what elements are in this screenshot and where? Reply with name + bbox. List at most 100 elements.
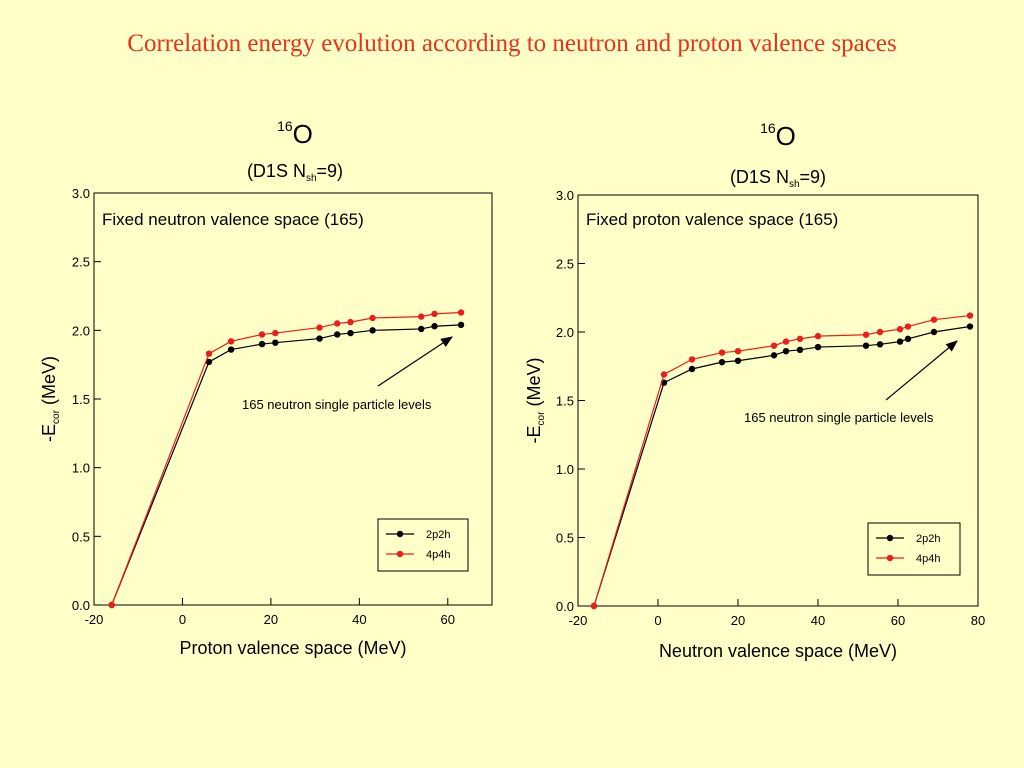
y-tick-label: 2.0 (556, 325, 574, 340)
data-point-4p4h (258, 331, 266, 338)
data-point-4p4h (227, 338, 235, 345)
arrow-label: 165 neutron single particle levels (242, 397, 432, 412)
data-point-4p4h (734, 347, 742, 355)
chart-left: 16O (D1S Nsh=9) 0.0 0.5 1.0 1.5 2.0 2.5 3.0 -20 0 2… (39, 118, 493, 658)
legend-marker (396, 530, 404, 538)
y-tick-label: 1.5 (556, 394, 574, 409)
data-point-2p2h (347, 329, 354, 337)
data-point-4p4h (876, 328, 884, 336)
legend-marker (396, 550, 404, 558)
x-axis-label: Proton valence space (MeV) (179, 638, 406, 658)
data-point-4p4h (457, 309, 465, 316)
arrow-label: 165 neutron single particle levels (744, 410, 934, 425)
data-point-2p2h (205, 358, 213, 366)
data-point-4p4h (718, 349, 726, 356)
data-point-2p2h (814, 343, 822, 351)
legend-marker (886, 534, 894, 542)
data-point-2p2h (718, 358, 726, 366)
data-point-2p2h (770, 352, 778, 359)
data-point-4p4h (431, 310, 438, 318)
data-point-2p2h (862, 342, 870, 349)
x-axis-label: Neutron valence space (MeV) (659, 641, 897, 661)
chart-right: 16O (D1S Nsh=9) 0.0 0.5 1.0 1.5 2.0 2.5 3.0 -20 0 2… (524, 120, 985, 661)
y-tick-label: 1.5 (72, 392, 90, 407)
x-tick-label: -20 (85, 612, 104, 627)
data-point-2p2h (966, 323, 974, 330)
x-tick-label: 20 (731, 613, 745, 628)
annotation-arrow (885, 340, 958, 401)
x-tick-label: 60 (441, 612, 455, 627)
y-tick-label: 1.0 (556, 462, 574, 477)
legend-box (867, 522, 961, 576)
data-point-2p2h (334, 331, 341, 338)
data-point-2p2h (272, 339, 279, 346)
y-tick-label: 0.5 (556, 531, 574, 546)
legend-label: 4p4h (426, 549, 450, 561)
data-point-4p4h (796, 335, 804, 343)
data-point-4p4h (770, 342, 778, 349)
x-tick-label: 60 (891, 613, 905, 628)
chart-subtitle: (D1S Nsh=9) (247, 161, 343, 184)
x-tick-label: 0 (654, 613, 661, 628)
data-point-4p4h (904, 323, 912, 330)
legend-box (377, 518, 469, 572)
y-tick-label: 2.0 (72, 323, 90, 338)
data-point-4p4h (590, 602, 598, 610)
x-tick-label: 80 (971, 613, 985, 628)
annotation-text: Fixed proton valence space (165) (586, 210, 838, 229)
data-point-4p4h (205, 350, 213, 357)
legend-marker (886, 554, 894, 562)
data-point-2p2h (316, 335, 323, 342)
y-tick-label: 2.5 (72, 255, 90, 270)
y-tick-label: 0.0 (556, 599, 574, 614)
data-point-2p2h (258, 340, 266, 348)
y-tick-label: 3.0 (556, 188, 574, 203)
slide-title: Correlation energy evolution according t… (127, 30, 897, 57)
x-tick-label: 40 (352, 612, 366, 627)
y-axis-label: -Ecor (MeV) (524, 358, 547, 444)
annotation-text: Fixed neutron valence space (165) (102, 210, 364, 229)
data-point-4p4h (862, 331, 870, 338)
chart-subtitle: (D1S Nsh=9) (730, 167, 826, 190)
series-line-4p4h (111, 311, 462, 606)
data-point-4p4h (966, 312, 974, 319)
data-point-4p4h (896, 326, 904, 333)
data-point-2p2h (904, 335, 912, 343)
legend-label: 4p4h (916, 553, 940, 565)
data-point-4p4h (272, 329, 279, 337)
x-tick-label: -20 (569, 613, 588, 628)
data-point-4p4h (369, 314, 376, 322)
y-tick-label: 2.5 (556, 257, 574, 272)
data-point-2p2h (896, 338, 904, 345)
y-tick-label: 0.0 (72, 598, 90, 613)
data-point-2p2h (796, 346, 804, 354)
series-line-2p2h (593, 325, 971, 607)
legend-label: 2p2h (916, 533, 940, 545)
data-point-4p4h (660, 371, 668, 378)
y-tick-label: 0.5 (72, 529, 90, 544)
series-line-4p4h (593, 314, 971, 607)
data-point-2p2h (930, 328, 938, 336)
chart-title: 16O (760, 120, 796, 151)
data-point-2p2h (734, 357, 742, 364)
data-point-2p2h (876, 341, 884, 348)
data-point-2p2h (782, 347, 790, 355)
y-axis-label: -Ecor (MeV) (39, 356, 62, 442)
data-point-2p2h (457, 321, 465, 329)
legend-label: 2p2h (426, 529, 450, 541)
data-point-4p4h (814, 332, 822, 340)
data-point-2p2h (418, 325, 425, 333)
data-point-2p2h (369, 327, 376, 334)
x-tick-label: 20 (264, 612, 278, 627)
data-point-4p4h (347, 318, 354, 326)
data-point-4p4h (782, 338, 790, 345)
data-point-2p2h (688, 365, 696, 373)
annotation-arrow (377, 336, 454, 387)
series-line-2p2h (111, 324, 462, 606)
data-point-4p4h (316, 324, 323, 331)
data-point-2p2h (227, 346, 235, 353)
y-tick-label: 1.0 (72, 461, 90, 476)
data-point-4p4h (930, 316, 938, 323)
x-tick-label: 0 (179, 612, 186, 627)
